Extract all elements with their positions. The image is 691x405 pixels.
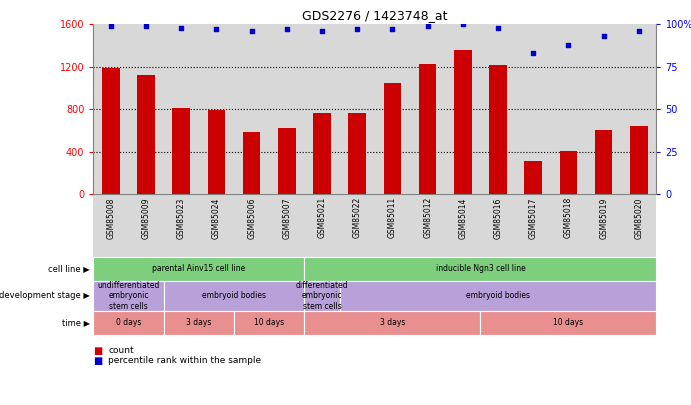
Text: 10 days: 10 days	[254, 318, 284, 327]
Text: 3 days: 3 days	[380, 318, 405, 327]
Text: embryoid bodies: embryoid bodies	[466, 291, 530, 301]
Bar	[419, 64, 437, 194]
Text: development stage ▶: development stage ▶	[0, 291, 90, 301]
Point	[211, 26, 222, 33]
Point	[316, 28, 328, 34]
Text: 10 days: 10 days	[553, 318, 583, 327]
Bar	[595, 130, 612, 194]
Bar	[278, 128, 296, 194]
Text: ■: ■	[93, 346, 102, 356]
Text: undifferentiated
embryonic
stem cells: undifferentiated embryonic stem cells	[97, 281, 160, 311]
Bar	[384, 83, 401, 194]
Point	[493, 24, 504, 31]
Bar	[348, 113, 366, 194]
Bar	[313, 113, 331, 194]
Point	[352, 26, 363, 33]
Point	[528, 50, 539, 56]
Point	[246, 28, 257, 34]
Point	[457, 21, 468, 28]
Text: time ▶: time ▶	[61, 318, 90, 327]
Text: parental Ainv15 cell line: parental Ainv15 cell line	[152, 264, 245, 273]
Point	[281, 26, 292, 33]
Text: 3 days: 3 days	[186, 318, 211, 327]
Bar	[489, 65, 507, 194]
Bar	[524, 162, 542, 194]
Point	[563, 41, 574, 48]
Bar	[454, 50, 472, 194]
Text: cell line ▶: cell line ▶	[48, 264, 90, 273]
Title: GDS2276 / 1423748_at: GDS2276 / 1423748_at	[302, 9, 448, 22]
Point	[105, 23, 116, 29]
Point	[634, 28, 645, 34]
Text: differentiated
embryonic
stem cells: differentiated embryonic stem cells	[296, 281, 348, 311]
Bar	[173, 108, 190, 194]
Bar	[560, 151, 577, 194]
Point	[422, 23, 433, 29]
Bar	[138, 75, 155, 194]
Bar	[630, 126, 647, 194]
Text: embryoid bodies: embryoid bodies	[202, 291, 266, 301]
Text: 0 days: 0 days	[116, 318, 141, 327]
Point	[176, 24, 187, 31]
Point	[140, 23, 151, 29]
Point	[387, 26, 398, 33]
Text: count: count	[108, 346, 134, 355]
Bar	[243, 132, 261, 194]
Bar	[102, 68, 120, 194]
Bar	[208, 111, 225, 194]
Text: percentile rank within the sample: percentile rank within the sample	[108, 356, 262, 365]
Text: ■: ■	[93, 356, 102, 366]
Point	[598, 33, 609, 39]
Text: inducible Ngn3 cell line: inducible Ngn3 cell line	[435, 264, 525, 273]
